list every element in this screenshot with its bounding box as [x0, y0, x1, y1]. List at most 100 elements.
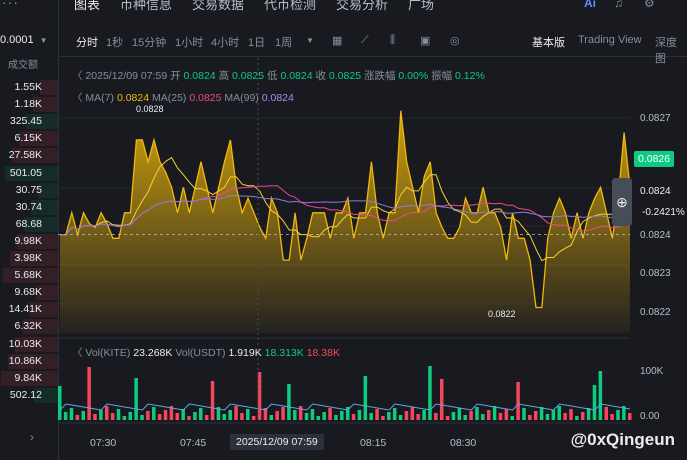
- more-icon[interactable]: ···: [2, 0, 19, 10]
- volume-bar: [539, 407, 544, 420]
- tab-square[interactable]: 广场: [408, 0, 435, 12]
- volume-bar: [504, 409, 509, 420]
- volume-bar: [563, 413, 567, 420]
- volume-bar: [387, 412, 391, 420]
- candle-icon[interactable]: ⫼: [390, 34, 396, 46]
- ai-icon[interactable]: Ai: [584, 0, 596, 10]
- tab-token-check[interactable]: 代币检测: [264, 0, 317, 12]
- interval-more-icon[interactable]: ▼: [306, 36, 314, 45]
- volume-bar: [369, 413, 373, 420]
- volume-bar: [175, 413, 180, 420]
- volume-bar: [416, 414, 420, 420]
- volume-bar: [140, 415, 144, 420]
- layout-icon[interactable]: ▣: [420, 35, 431, 47]
- volume-bar: [246, 409, 250, 420]
- volume-bar: [481, 414, 485, 420]
- high-annotation: 0.0828: [136, 104, 164, 114]
- interval-1h[interactable]: 1小时: [175, 37, 204, 49]
- bell-icon[interactable]: ♫: [614, 0, 623, 10]
- tab-trade-analysis[interactable]: 交易分析: [336, 0, 389, 12]
- volume-axis-label: 100K: [640, 366, 664, 377]
- turnover-row: 27.58K: [8, 149, 42, 162]
- view-tradingview[interactable]: Trading View: [578, 34, 642, 46]
- depth-bar: [19, 131, 58, 147]
- indicator-icon[interactable]: ⟋: [361, 34, 369, 46]
- price-chart[interactable]: 〈 2025/12/09 07:59 开 0.0824 高 0.0825 低 0…: [58, 58, 687, 460]
- calendar-icon[interactable]: ▦: [332, 35, 343, 47]
- volume-bar: [410, 407, 415, 420]
- turnover-row: 10.03K: [8, 337, 42, 350]
- volume-bar: [157, 414, 162, 420]
- turnover-row: 6.32K: [14, 320, 42, 333]
- collapse-icon[interactable]: 〈: [72, 347, 83, 359]
- interval-1d[interactable]: 1日: [248, 37, 266, 49]
- price-axis-label: 0.0824: [640, 230, 671, 241]
- volume-bar: [163, 410, 168, 420]
- interval-15m[interactable]: 15分钟: [132, 37, 167, 49]
- volume-bar: [257, 372, 262, 420]
- chart-canvas[interactable]: [58, 58, 687, 460]
- volume-bar: [604, 407, 608, 420]
- volume-bar: [492, 406, 497, 420]
- ohlc-info: 〈 2025/12/09 07:59 开 0.0824 高 0.0825 低 0…: [72, 70, 485, 82]
- volume-bar: [287, 384, 291, 420]
- volume-bar: [210, 381, 215, 420]
- current-price-tag: 0.0826: [634, 151, 675, 167]
- volume-bar: [598, 371, 603, 420]
- draw-icon[interactable]: ◎: [450, 35, 460, 47]
- time-label: 08:30: [450, 437, 477, 449]
- volume-bar: [228, 410, 232, 420]
- settings-icon[interactable]: ⚙: [644, 0, 655, 10]
- collapse-icon[interactable]: 〈: [72, 70, 83, 82]
- main-tabs: 图表 币种信息 交易数据 代币检测 交易分析 广场 Ai ♫ ⚙: [58, 0, 687, 22]
- volume-bar: [404, 411, 409, 420]
- interval-1w[interactable]: 1周: [275, 37, 293, 49]
- volume-bar: [216, 407, 221, 420]
- turnover-row: 502.12: [9, 388, 42, 401]
- volume-bar: [334, 415, 338, 420]
- price-axis-label: 0.0822: [640, 307, 671, 318]
- depth-bar: [29, 302, 58, 318]
- chevron-right-icon[interactable]: ›: [30, 430, 34, 444]
- volume-info: 〈 Vol(KITE) 23.268K Vol(USDT) 1.919K 18.…: [72, 347, 340, 359]
- depth-bar: [10, 251, 58, 266]
- ohlc-date: 2025/12/09 07:59: [85, 70, 168, 82]
- tab-trade-data[interactable]: 交易数据: [192, 0, 245, 12]
- volume-bar: [81, 411, 86, 420]
- turnover-row: 9.98K: [14, 234, 42, 247]
- low-annotation: 0.0822: [488, 309, 516, 319]
- volume-bar: [557, 406, 561, 420]
- volume-bar: [434, 413, 438, 420]
- volume-bar: [457, 408, 462, 420]
- precision-select[interactable]: 0.0001 ▼: [0, 34, 48, 46]
- volume-bar: [610, 414, 614, 420]
- depth-bar: [17, 233, 58, 249]
- crosshair-time: 2025/12/09 07:59: [230, 434, 324, 450]
- tab-chart[interactable]: 图表: [74, 0, 101, 12]
- add-price-alert-button[interactable]: ⊕: [612, 178, 632, 226]
- volume-bar: [240, 413, 244, 420]
- volume-bar: [439, 379, 444, 420]
- depth-bar: [22, 319, 58, 335]
- tab-coin-info[interactable]: 币种信息: [120, 0, 173, 12]
- turnover-row: 1.18K: [14, 98, 42, 111]
- ma99-line: [60, 194, 631, 236]
- volume-bar: [357, 410, 362, 420]
- volume-bar: [375, 409, 379, 420]
- view-depth[interactable]: 深度图: [655, 37, 677, 65]
- view-basic[interactable]: 基本版: [532, 37, 565, 49]
- interval-1s[interactable]: 1秒: [106, 37, 124, 49]
- turnover-row: 1.55K: [14, 81, 42, 93]
- price-axis-label: 0.0827: [640, 113, 671, 124]
- collapse-icon[interactable]: 〈: [72, 92, 83, 104]
- time-label: 08:15: [360, 437, 387, 449]
- interval-4h[interactable]: 4小时: [211, 37, 240, 49]
- depth-bar: [38, 182, 58, 198]
- time-label: 07:45: [180, 437, 207, 449]
- depth-bar: [34, 387, 58, 403]
- volume-bar: [592, 385, 597, 420]
- volume-bar: [222, 414, 227, 420]
- ma-info: 〈 MA(7) 0.0824 MA(25) 0.0825 MA(99) 0.08…: [72, 92, 294, 104]
- volume-bar: [298, 406, 303, 420]
- interval-line[interactable]: 分时: [76, 37, 98, 49]
